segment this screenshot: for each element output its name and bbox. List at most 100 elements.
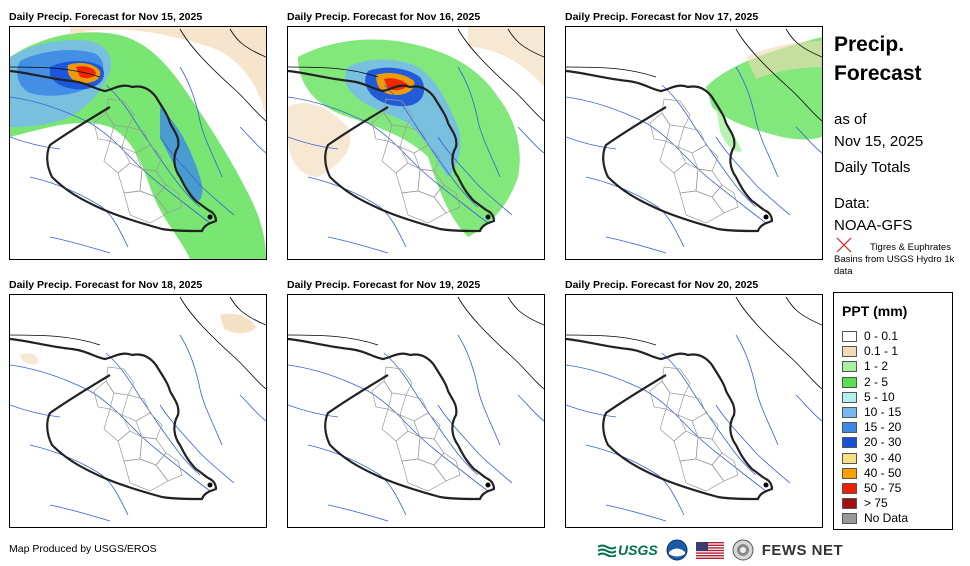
iraq-border xyxy=(288,69,496,233)
legend-label: 2 - 5 xyxy=(864,374,889,389)
legend-swatch xyxy=(842,422,857,434)
province-boundary xyxy=(395,430,421,462)
iraq-border xyxy=(566,69,774,233)
province-boundary xyxy=(433,452,461,482)
river-line xyxy=(715,136,791,216)
province-boundary xyxy=(123,190,169,224)
river-line xyxy=(159,404,235,484)
river-line xyxy=(735,66,779,178)
basin-note-text: Tigres & Euphrates Basins from USGS Hydr… xyxy=(834,242,955,277)
country-boundary xyxy=(179,28,266,122)
legend-swatch xyxy=(842,361,857,373)
river-line xyxy=(605,504,667,522)
province-boundary xyxy=(121,394,151,422)
river-line xyxy=(179,334,223,446)
river-line xyxy=(566,364,767,492)
country-boundary xyxy=(288,334,379,346)
province-boundary xyxy=(399,394,429,422)
province-boundary xyxy=(93,112,115,142)
province-boundary xyxy=(135,144,163,172)
precip-region xyxy=(220,313,256,334)
data-source: NOAA-GFS xyxy=(834,217,913,234)
precip-region xyxy=(76,66,96,79)
country-boundary xyxy=(566,334,657,346)
legend-item: 15 - 20 xyxy=(842,420,901,434)
legend-item: 20 - 30 xyxy=(842,435,901,449)
noaa-logo-icon xyxy=(666,539,688,561)
map-panel-4 xyxy=(9,294,267,528)
country-boundary xyxy=(785,28,822,58)
river-line xyxy=(239,394,266,422)
panel-title-4: Daily Precip. Forecast for Nov 18, 2025 xyxy=(9,279,203,291)
legend-title: PPT (mm) xyxy=(842,303,908,319)
legend-label: > 75 xyxy=(864,496,888,511)
province-boundary xyxy=(673,430,699,462)
province-boundary xyxy=(103,140,131,174)
country-boundary xyxy=(229,296,266,326)
precip-region xyxy=(468,27,544,87)
province-boundary xyxy=(135,412,163,440)
shatt-al-arab-marker xyxy=(763,214,769,220)
map-panel-2 xyxy=(287,26,545,260)
country-boundary xyxy=(10,66,101,78)
river-line xyxy=(715,404,791,484)
legend-item: 0.1 - 1 xyxy=(842,344,898,358)
river-line xyxy=(49,236,111,254)
as-of-date: Nov 15, 2025 xyxy=(834,133,924,150)
legend-label: 0.1 - 1 xyxy=(864,344,899,359)
province-boundary xyxy=(117,430,143,462)
legend-label: 40 - 50 xyxy=(864,465,902,480)
country-boundary xyxy=(507,296,544,326)
us-flag-icon xyxy=(695,541,724,559)
legend-swatch xyxy=(842,437,857,449)
legend-item: 1 - 2 xyxy=(842,359,888,373)
river-line xyxy=(10,364,211,492)
legend-swatch xyxy=(842,391,857,403)
panel-title-6: Daily Precip. Forecast for Nov 20, 2025 xyxy=(565,279,759,291)
panel-title-3: Daily Precip. Forecast for Nov 17, 2025 xyxy=(565,11,759,23)
country-boundary xyxy=(457,28,544,122)
river-line xyxy=(10,404,61,418)
river-line xyxy=(566,404,617,418)
shatt-al-arab-marker xyxy=(485,214,491,220)
river-line xyxy=(327,504,389,522)
river-line xyxy=(566,136,617,150)
legend-label: 20 - 30 xyxy=(864,435,902,450)
river-line xyxy=(437,136,513,216)
legend-swatch xyxy=(842,498,857,510)
river-line xyxy=(29,444,129,516)
map-panel-1 xyxy=(9,26,267,260)
river-line xyxy=(29,176,129,248)
province-boundary xyxy=(117,162,143,194)
river-line xyxy=(10,136,61,150)
province-boundary xyxy=(401,458,447,492)
forecast-title-line2: Forecast xyxy=(834,62,922,85)
map-panel-3 xyxy=(565,26,823,260)
iraq-border xyxy=(566,337,774,501)
province-boundary xyxy=(395,162,421,194)
country-boundary xyxy=(10,334,101,346)
country-boundary xyxy=(229,28,266,58)
province-boundary xyxy=(155,452,183,482)
shatt-al-arab-marker xyxy=(763,482,769,488)
province-boundary xyxy=(679,190,725,224)
province-boundary xyxy=(691,412,719,440)
legend-label: 50 - 75 xyxy=(864,481,902,495)
precip-region xyxy=(160,107,203,201)
country-boundary xyxy=(735,28,822,122)
shatt-al-arab-marker xyxy=(207,482,213,488)
legend-label: 1 - 2 xyxy=(864,359,889,374)
red-x-icon xyxy=(836,237,852,253)
river-line xyxy=(517,394,544,422)
precip-region xyxy=(20,353,39,365)
country-boundary xyxy=(735,296,822,390)
legend-item: 5 - 10 xyxy=(842,390,895,404)
legend-label: 5 - 10 xyxy=(864,389,895,404)
usgs-wave-icon xyxy=(598,544,616,557)
legend-item: 40 - 50 xyxy=(842,466,901,480)
forecast-title: Precip. Forecast xyxy=(834,30,922,88)
river-line xyxy=(795,126,822,154)
usgs-text: USGS xyxy=(618,542,658,558)
precip-region xyxy=(384,78,408,91)
